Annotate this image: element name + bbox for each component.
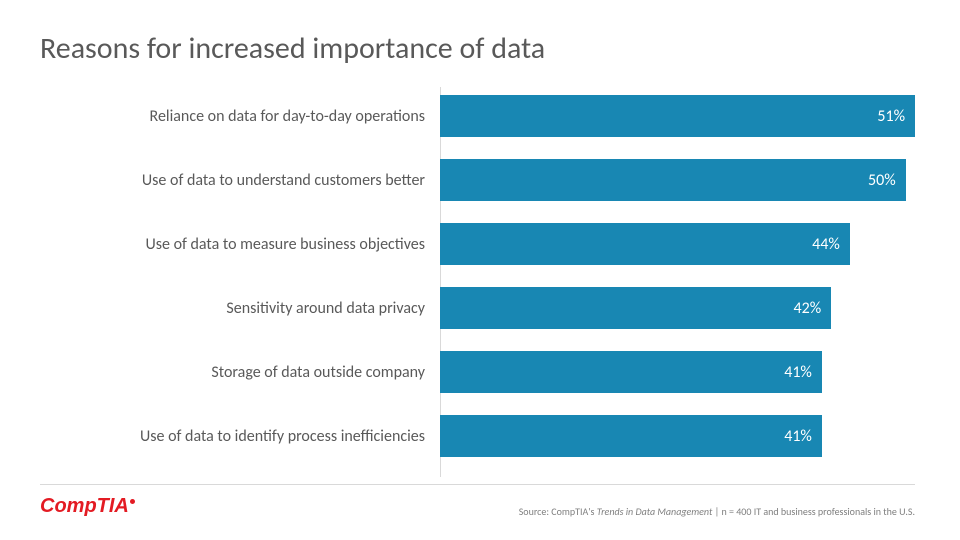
- bar-track: 41%: [440, 415, 915, 457]
- bar-value: 41%: [784, 427, 812, 446]
- bar-chart: Reliance on data for day-to-day operatio…: [40, 87, 915, 477]
- slide-title: Reasons for increased importance of data: [40, 30, 915, 67]
- footer: CompTIA Source: CompTIA's Trends in Data…: [40, 495, 915, 518]
- bar-row: Use of data to understand customers bett…: [40, 159, 915, 201]
- bar-row: Use of data to identify process ineffici…: [40, 415, 915, 457]
- bar-value: 44%: [812, 235, 840, 254]
- bar: 41%: [440, 415, 822, 457]
- logo-text: CompTIA: [40, 495, 129, 517]
- bar-row: Use of data to measure business objectiv…: [40, 223, 915, 265]
- bar-row: Storage of data outside company 41%: [40, 351, 915, 393]
- bar-value: 41%: [784, 363, 812, 382]
- logo-dot-icon: [130, 499, 135, 504]
- bar-value: 51%: [877, 107, 905, 126]
- bar-track: 50%: [440, 159, 915, 201]
- bar-label: Use of data to measure business objectiv…: [40, 235, 435, 254]
- bar: 41%: [440, 351, 822, 393]
- bar-track: 51%: [440, 95, 915, 137]
- source-title: Trends in Data Management: [597, 505, 713, 518]
- bar-track: 41%: [440, 351, 915, 393]
- bar-label: Use of data to understand customers bett…: [40, 171, 435, 190]
- bar-track: 42%: [440, 287, 915, 329]
- bar-label: Sensitivity around data privacy: [40, 299, 435, 318]
- bar-value: 42%: [794, 299, 822, 318]
- slide: Reasons for increased importance of data…: [0, 0, 960, 540]
- bar-value: 50%: [868, 171, 896, 190]
- bar: 50%: [440, 159, 906, 201]
- bar: 42%: [440, 287, 831, 329]
- bar-label: Use of data to identify process ineffici…: [40, 427, 435, 446]
- footer-divider: [40, 484, 915, 485]
- bar: 51%: [440, 95, 915, 137]
- bar-label: Reliance on data for day-to-day operatio…: [40, 107, 435, 126]
- bar-row: Sensitivity around data privacy 42%: [40, 287, 915, 329]
- source-suffix: | n = 400 IT and business professionals …: [712, 505, 915, 518]
- bar-label: Storage of data outside company: [40, 363, 435, 382]
- source-prefix: Source: CompTIA's: [519, 505, 597, 518]
- source-citation: Source: CompTIA's Trends in Data Managem…: [519, 505, 915, 518]
- comptia-logo: CompTIA: [40, 495, 135, 518]
- bar-row: Reliance on data for day-to-day operatio…: [40, 95, 915, 137]
- bar: 44%: [440, 223, 850, 265]
- bar-track: 44%: [440, 223, 915, 265]
